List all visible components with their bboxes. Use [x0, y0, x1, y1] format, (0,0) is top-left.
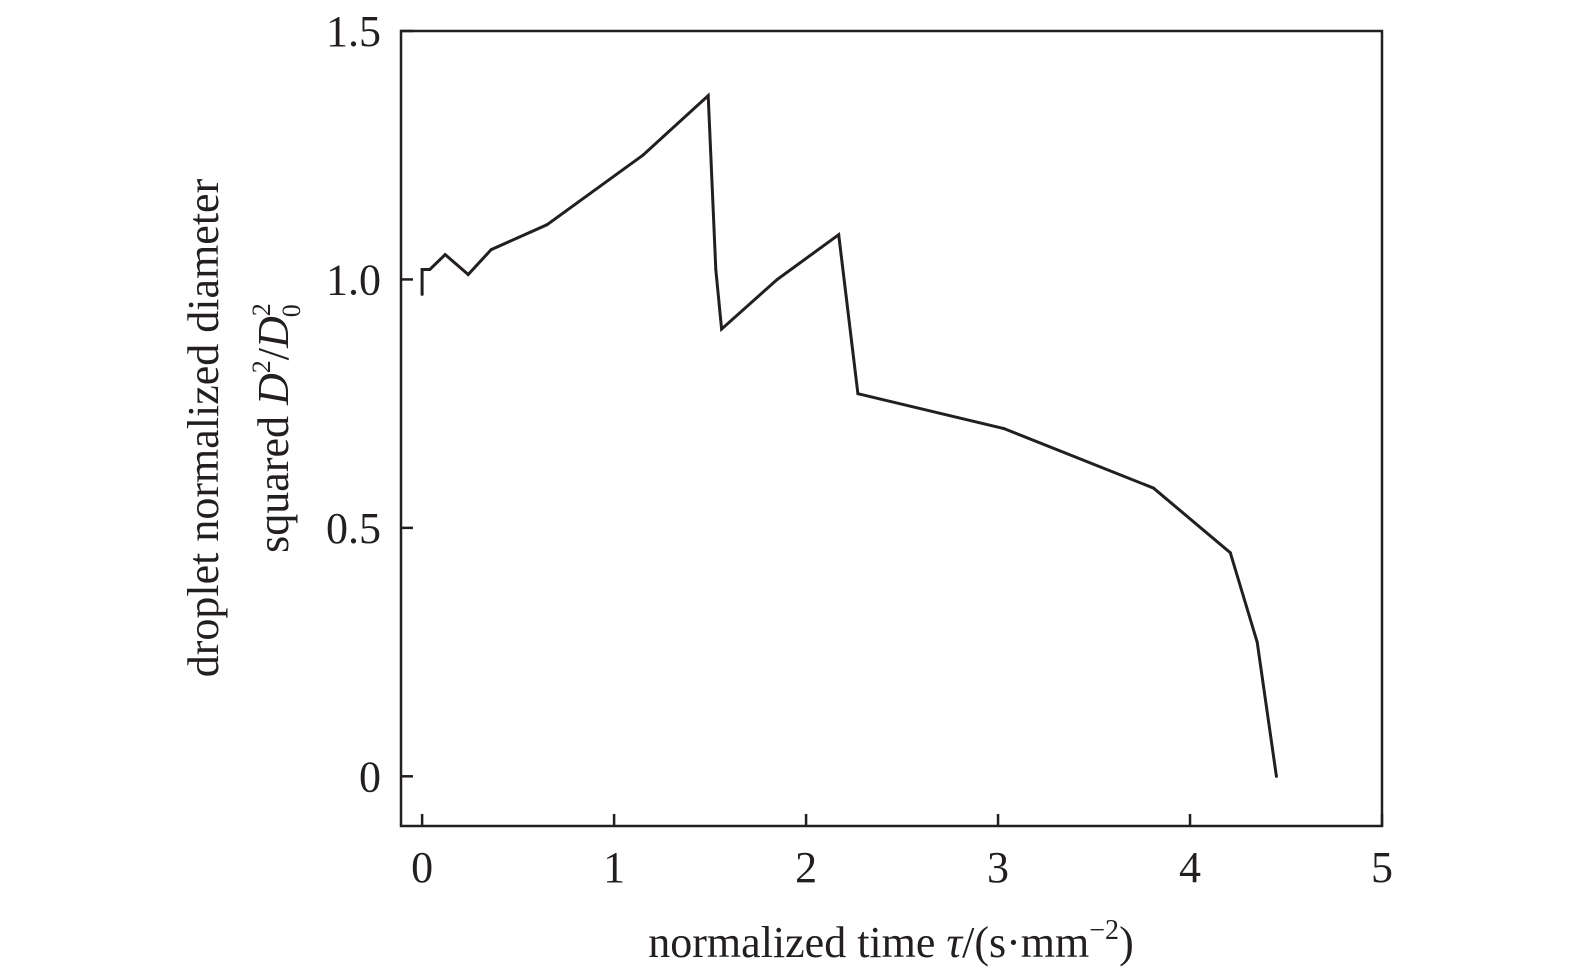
data-point-10	[714, 268, 718, 271]
data-point-0	[420, 292, 424, 296]
y-tick-label-0: 0	[359, 752, 381, 801]
data-point-3	[428, 268, 432, 271]
data-point-9	[706, 94, 710, 98]
x-tick-label-4: 4	[1179, 843, 1201, 892]
data-point-8	[641, 153, 645, 157]
x-axis-label-unit-exp: −2	[1089, 915, 1119, 946]
data-point-18	[1255, 640, 1259, 644]
x-tick-label-3: 3	[987, 843, 1009, 892]
y-tick-label-3: 1.5	[326, 7, 381, 56]
data-point-11	[720, 327, 724, 331]
y-axis-ticks	[401, 29, 413, 778]
data-point-5	[466, 272, 470, 276]
data-point-2	[422, 268, 426, 271]
data-points	[420, 94, 1278, 778]
data-point-14	[856, 392, 860, 396]
y-axis-label-sup1: 2	[247, 360, 276, 373]
data-point-15	[1002, 427, 1006, 430]
y-axis-label-line2: squared D2/D20	[247, 303, 306, 553]
plot-area: 0 1 2 3 4 5 0 0.5 1.0 1.5	[326, 7, 1393, 892]
y-axis-label-slash: /	[249, 347, 298, 360]
data-point-13	[837, 233, 841, 237]
data-point-7	[545, 223, 549, 227]
data-point-16	[1152, 486, 1156, 490]
x-tick-label-1: 1	[603, 843, 625, 892]
x-axis-label: normalized time τ/(s·mm−2)	[648, 915, 1133, 967]
y-tick-label-2: 1.0	[326, 255, 381, 304]
data-point-4	[443, 253, 447, 257]
y-axis-label-sup2: 2	[247, 303, 276, 316]
x-axis-label-unit-close: )	[1119, 918, 1134, 967]
x-tick-label-2: 2	[795, 843, 817, 892]
data-point-6	[489, 248, 493, 252]
data-point-12	[775, 277, 779, 281]
data-point-19	[1274, 774, 1278, 778]
y-tick-label-1: 0.5	[326, 504, 381, 553]
y-axis-label-line2-text: squared	[249, 405, 298, 553]
series-line	[420, 92, 1278, 777]
x-axis-tick-labels: 0 1 2 3 4 5	[411, 843, 1393, 892]
x-axis-label-unit-open: /(s·mm	[962, 918, 1089, 967]
data-point-17	[1228, 551, 1232, 555]
y-axis-label-sym1: D	[249, 373, 298, 406]
y-axis-label-line1: droplet normalized diameter	[179, 178, 228, 677]
x-axis-label-text: normalized time	[648, 918, 946, 967]
y-axis-label-sym2: D	[249, 316, 298, 349]
x-axis-label-symbol: τ	[946, 918, 964, 967]
x-tick-label-0: 0	[411, 843, 433, 892]
x-tick-label-5: 5	[1371, 843, 1393, 892]
y-axis-tick-labels: 0 0.5 1.0 1.5	[326, 7, 381, 801]
x-axis-ticks	[420, 814, 1384, 826]
y-axis-label-sub2: 0	[277, 304, 306, 317]
plot-frame	[399, 29, 1384, 828]
